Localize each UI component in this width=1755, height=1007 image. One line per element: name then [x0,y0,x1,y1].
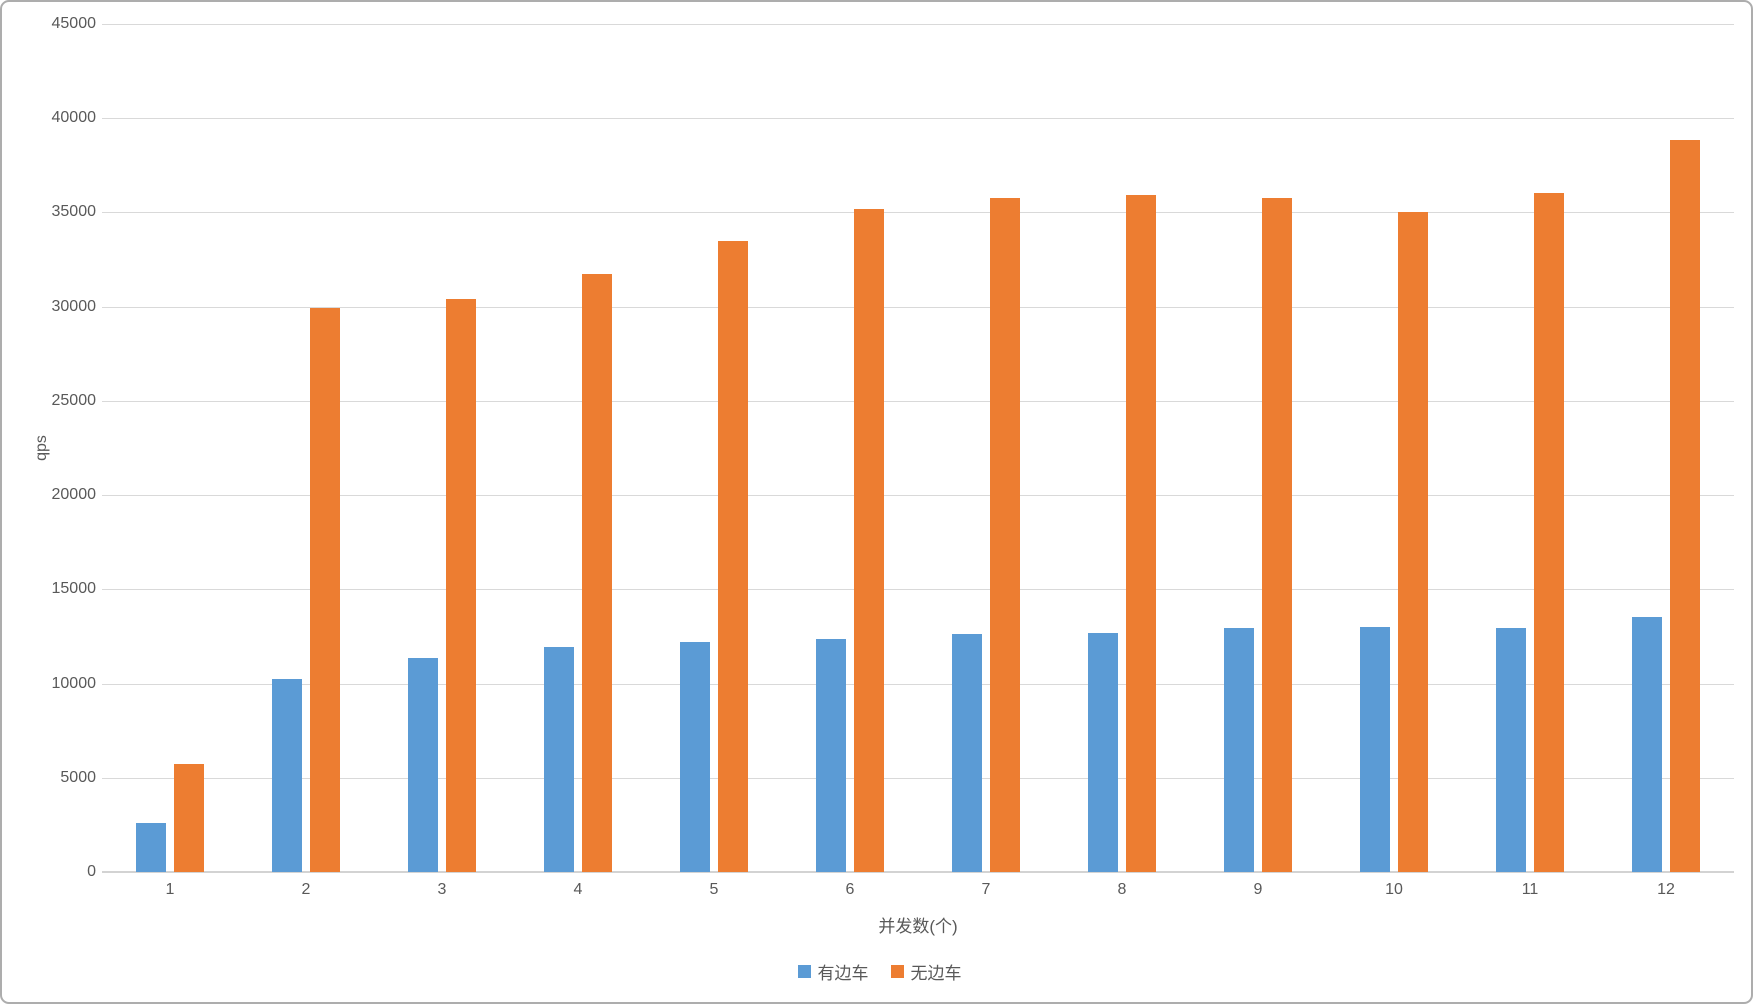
bar-group-9 [1190,24,1326,872]
bar-有边车-2 [272,679,302,872]
legend-item-有边车: 有边车 [797,959,869,984]
bar-group-8 [1054,24,1190,872]
plot-area [102,24,1734,873]
y-tick-label: 20000 [51,486,97,503]
gridline-40000 [102,118,1734,119]
legend-label: 有边车 [817,964,869,983]
x-tick-label-4: 4 [573,881,583,898]
bar-无边车-11 [1534,193,1564,872]
bar-无边车-12 [1670,139,1700,872]
gridline-30000 [102,307,1734,308]
bar-无边车-8 [1126,194,1156,872]
bar-group-2 [238,24,374,872]
gridline-0 [102,871,1734,873]
bar-有边车-11 [1496,627,1526,872]
bar-无边车-4 [582,273,612,872]
bar-有边车-3 [408,658,438,872]
x-tick-label-8: 8 [1117,881,1127,898]
bar-无边车-7 [990,198,1020,872]
bar-group-1 [102,24,238,872]
bar-无边车-3 [446,299,476,872]
x-tick-label-7: 7 [981,881,991,898]
x-tick-label-3: 3 [437,881,447,898]
y-tick-label: 25000 [51,392,97,409]
bar-有边车-12 [1632,616,1662,872]
bar-group-6 [782,24,918,872]
bar-无边车-10 [1398,212,1428,872]
bar-group-10 [1326,24,1462,872]
bar-有边车-5 [680,642,710,872]
x-tick-label-5: 5 [709,881,719,898]
y-axis-title: qps [33,435,50,461]
y-axis-tick-labels: 0 5000 10000 15000 20000 25000 30000 35000 40000… [2,15,97,880]
bar-有边车-7 [952,634,982,872]
x-axis-title: 并发数(个) [878,917,958,936]
bar-group-12 [1598,24,1734,872]
y-tick-label: 5000 [60,769,96,786]
gridline-25000 [102,401,1734,402]
x-tick-label-10: 10 [1385,881,1403,898]
legend: 有边车 无边车 [2,959,1755,984]
bar-group-3 [374,24,510,872]
bar-group-4 [510,24,646,872]
bar-group-5 [646,24,782,872]
bar-无边车-1 [174,763,204,872]
bar-有边车-9 [1224,627,1254,872]
bar-无边车-5 [718,240,748,872]
y-tick-label: 35000 [51,203,97,220]
bar-有边车-8 [1088,632,1118,872]
x-tick-label-2: 2 [301,881,311,898]
legend-item-无边车: 无边车 [890,959,962,984]
gridline-45000 [102,24,1734,25]
bar-有边车-1 [136,823,166,872]
x-tick-label-1: 1 [165,881,175,898]
y-tick-label: 30000 [51,298,97,315]
x-tick-label-6: 6 [845,881,855,898]
x-tick-label-9: 9 [1253,881,1263,898]
gridline-15000 [102,589,1734,590]
bar-group-7 [918,24,1054,872]
bar-无边车-2 [310,308,340,872]
gridline-35000 [102,212,1734,213]
legend-swatch [890,965,904,978]
bar-group-11 [1462,24,1598,872]
legend-swatch [797,965,811,978]
x-tick-label-12: 12 [1657,881,1675,898]
bar-无边车-6 [854,209,884,872]
y-tick-label: 0 [87,863,96,880]
x-tick-label-11: 11 [1521,881,1539,898]
x-axis-tick-labels: 1 2 3 4 5 6 7 8 9 10 11 12 [102,878,1734,902]
bar-有边车-10 [1360,627,1390,872]
y-tick-label: 10000 [51,675,97,692]
y-tick-label: 45000 [51,15,97,32]
gridline-5000 [102,778,1734,779]
bar-无边车-9 [1262,198,1292,872]
y-tick-label: 40000 [51,109,97,126]
bar-有边车-4 [544,646,574,872]
bars-row [102,24,1734,872]
gridline-20000 [102,495,1734,496]
bar-有边车-6 [816,639,846,872]
legend-label: 无边车 [910,964,962,983]
y-tick-label: 15000 [51,580,97,597]
gridline-10000 [102,684,1734,685]
